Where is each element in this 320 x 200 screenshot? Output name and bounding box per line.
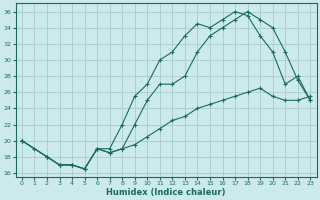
X-axis label: Humidex (Indice chaleur): Humidex (Indice chaleur): [106, 188, 226, 197]
